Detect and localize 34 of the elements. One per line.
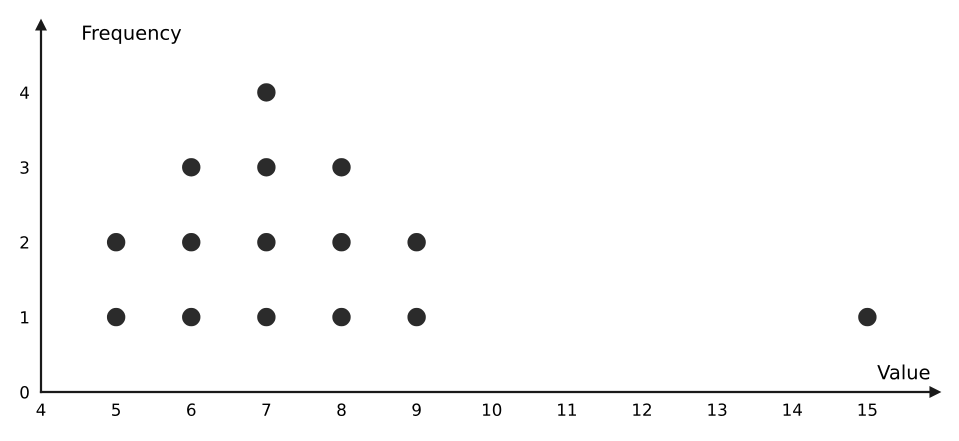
x-tick-label: 9	[412, 403, 421, 416]
point	[407, 308, 426, 326]
x-tick-label: 5	[112, 404, 120, 416]
point	[182, 308, 200, 326]
x-tick-label: 10	[482, 403, 502, 416]
point	[257, 158, 276, 177]
point	[106, 308, 126, 326]
x-tick-label: 11	[558, 404, 576, 416]
point	[106, 233, 126, 252]
y-tick-label: 4	[20, 86, 29, 99]
point	[332, 233, 351, 252]
x-tick-label: 4	[36, 404, 46, 416]
point	[257, 308, 276, 326]
point	[257, 83, 276, 102]
x-tick-label: 6	[187, 403, 196, 416]
point	[332, 308, 351, 326]
y-tick-label: 3	[20, 161, 29, 174]
x-tick-label: 15	[858, 404, 877, 416]
point	[182, 158, 200, 177]
point	[858, 308, 877, 326]
y-tick-label: 0	[20, 386, 29, 399]
x-tick-label: 13	[708, 403, 726, 416]
y-axis-title: Frequency	[83, 26, 182, 44]
x-axis-title: Value	[877, 364, 930, 380]
y-tick-label: 2	[20, 236, 28, 249]
point	[332, 158, 351, 177]
point	[182, 233, 200, 252]
y-tick-label: 1	[21, 311, 28, 324]
point	[407, 233, 426, 252]
x-tick-label: 8	[337, 403, 346, 416]
x-tick-label: 12	[633, 403, 651, 416]
x-tick-label: 7	[262, 404, 270, 416]
point	[257, 233, 276, 252]
x-tick-label: 14	[783, 404, 802, 416]
